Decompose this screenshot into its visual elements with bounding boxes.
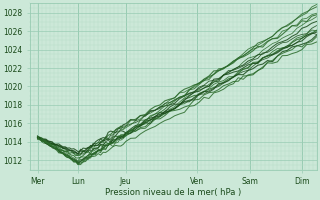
X-axis label: Pression niveau de la mer( hPa ): Pression niveau de la mer( hPa )	[105, 188, 242, 197]
